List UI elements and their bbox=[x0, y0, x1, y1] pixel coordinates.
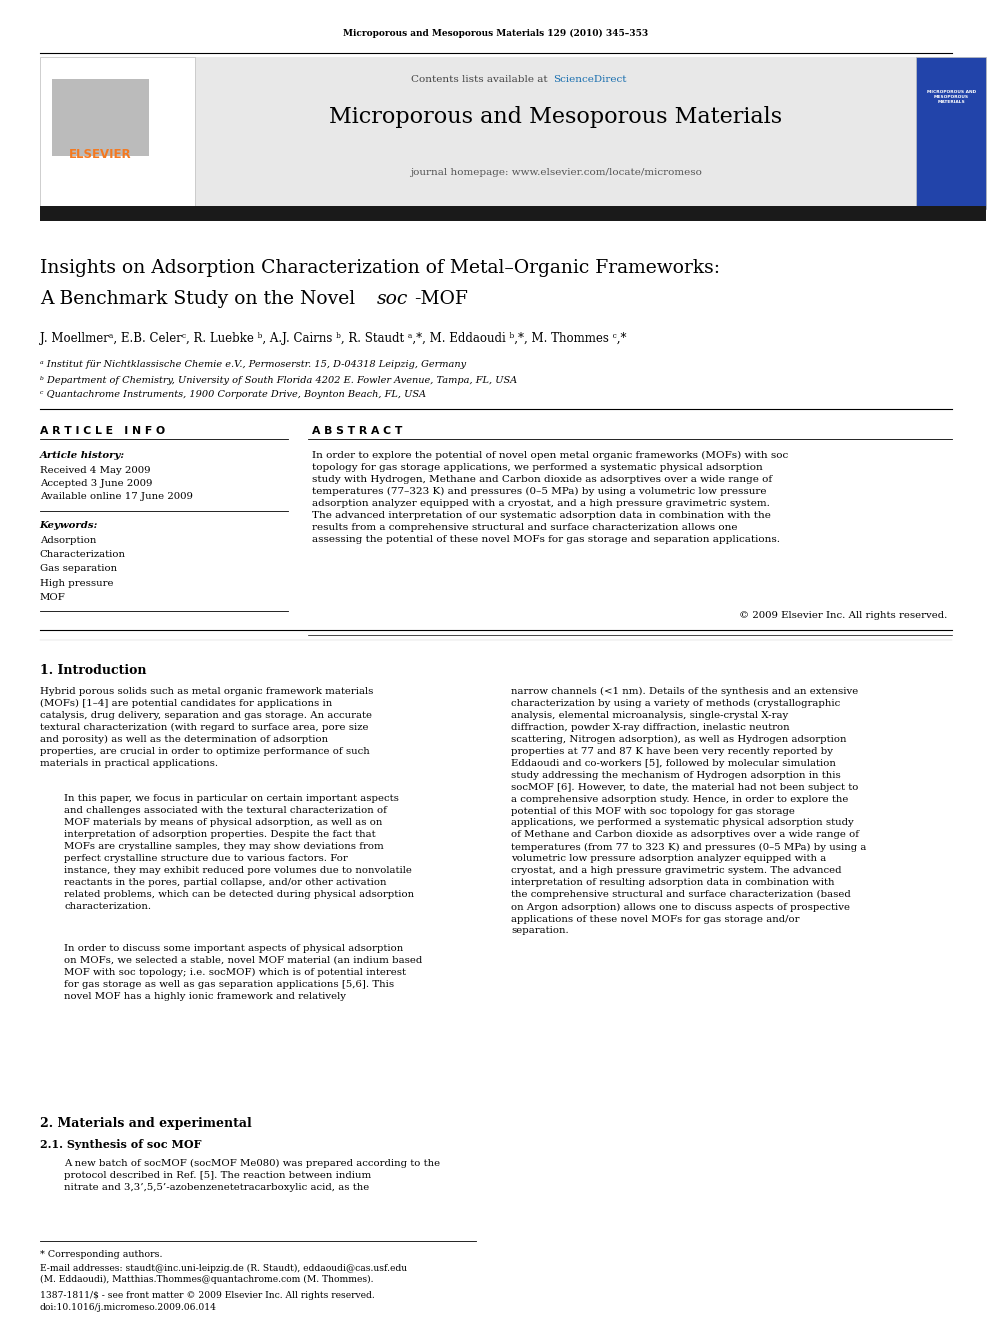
FancyBboxPatch shape bbox=[916, 57, 986, 209]
Text: Insights on Adsorption Characterization of Metal–Organic Frameworks:: Insights on Adsorption Characterization … bbox=[40, 259, 719, 278]
FancyBboxPatch shape bbox=[52, 79, 149, 156]
Text: A B S T R A C T: A B S T R A C T bbox=[312, 426, 403, 437]
Text: MICROPOROUS AND
MESOPOROUS
MATERIALS: MICROPOROUS AND MESOPOROUS MATERIALS bbox=[927, 90, 976, 103]
Text: High pressure: High pressure bbox=[40, 578, 113, 587]
Text: A new batch of socMOF (socMOF Me080) was prepared according to the
protocol desc: A new batch of socMOF (socMOF Me080) was… bbox=[64, 1159, 440, 1192]
Text: 2.1. Synthesis of soc MOF: 2.1. Synthesis of soc MOF bbox=[40, 1139, 201, 1150]
Text: journal homepage: www.elsevier.com/locate/micromeso: journal homepage: www.elsevier.com/locat… bbox=[410, 168, 701, 177]
Text: 1. Introduction: 1. Introduction bbox=[40, 664, 146, 677]
Text: E-mail addresses: staudt@inc.uni-leipzig.de (R. Staudt), eddaoudi@cas.usf.edu: E-mail addresses: staudt@inc.uni-leipzig… bbox=[40, 1263, 407, 1273]
Text: ELSEVIER: ELSEVIER bbox=[68, 148, 132, 161]
FancyBboxPatch shape bbox=[40, 206, 986, 221]
Text: ᵃ Institut für Nichtklassische Chemie e.V., Permoserstr. 15, D-04318 Leipzig, Ge: ᵃ Institut für Nichtklassische Chemie e.… bbox=[40, 360, 466, 369]
Text: Hybrid porous solids such as metal organic framework materials
(MOFs) [1–4] are : Hybrid porous solids such as metal organ… bbox=[40, 687, 373, 767]
Text: A R T I C L E   I N F O: A R T I C L E I N F O bbox=[40, 426, 165, 437]
Text: J. Moellmerᵃ, E.B. Celerᶜ, R. Luebke ᵇ, A.J. Cairns ᵇ, R. Staudt ᵃ,*, M. Eddaoud: J. Moellmerᵃ, E.B. Celerᶜ, R. Luebke ᵇ, … bbox=[40, 332, 626, 345]
Text: 1387-1811/$ - see front matter © 2009 Elsevier Inc. All rights reserved.: 1387-1811/$ - see front matter © 2009 El… bbox=[40, 1291, 374, 1301]
FancyBboxPatch shape bbox=[40, 57, 195, 209]
Text: ᵇ Department of Chemistry, University of South Florida 4202 E. Fowler Avenue, Ta: ᵇ Department of Chemistry, University of… bbox=[40, 376, 517, 385]
Text: MOF: MOF bbox=[40, 593, 65, 602]
Text: Characterization: Characterization bbox=[40, 550, 126, 560]
Text: Article history:: Article history: bbox=[40, 451, 125, 460]
Text: Microporous and Mesoporous Materials: Microporous and Mesoporous Materials bbox=[329, 106, 782, 128]
Text: Gas separation: Gas separation bbox=[40, 565, 117, 573]
Text: soc: soc bbox=[377, 290, 409, 308]
Text: narrow channels (<1 nm). Details of the synthesis and an extensive
characterizat: narrow channels (<1 nm). Details of the … bbox=[511, 687, 866, 935]
Text: In order to explore the potential of novel open metal organic frameworks (MOFs) : In order to explore the potential of nov… bbox=[312, 451, 789, 544]
Text: Received 4 May 2009: Received 4 May 2009 bbox=[40, 466, 150, 475]
FancyBboxPatch shape bbox=[195, 57, 916, 209]
Text: -MOF: -MOF bbox=[414, 290, 467, 308]
Text: ᶜ Quantachrome Instruments, 1900 Corporate Drive, Boynton Beach, FL, USA: ᶜ Quantachrome Instruments, 1900 Corpora… bbox=[40, 390, 426, 400]
Text: Adsorption: Adsorption bbox=[40, 536, 96, 545]
Text: A Benchmark Study on the Novel: A Benchmark Study on the Novel bbox=[40, 290, 361, 308]
Text: Contents lists available at: Contents lists available at bbox=[411, 75, 551, 85]
Text: Accepted 3 June 2009: Accepted 3 June 2009 bbox=[40, 479, 152, 488]
Text: Keywords:: Keywords: bbox=[40, 521, 98, 531]
Text: * Corresponding authors.: * Corresponding authors. bbox=[40, 1250, 162, 1259]
Text: doi:10.1016/j.micromeso.2009.06.014: doi:10.1016/j.micromeso.2009.06.014 bbox=[40, 1303, 216, 1312]
Text: Available online 17 June 2009: Available online 17 June 2009 bbox=[40, 492, 192, 501]
Text: ScienceDirect: ScienceDirect bbox=[554, 75, 627, 85]
Text: © 2009 Elsevier Inc. All rights reserved.: © 2009 Elsevier Inc. All rights reserved… bbox=[739, 611, 947, 620]
Text: Microporous and Mesoporous Materials 129 (2010) 345–353: Microporous and Mesoporous Materials 129… bbox=[343, 29, 649, 38]
Text: In order to discuss some important aspects of physical adsorption
on MOFs, we se: In order to discuss some important aspec… bbox=[64, 945, 423, 1002]
Text: In this paper, we focus in particular on certain important aspects
and challenge: In this paper, we focus in particular on… bbox=[64, 794, 415, 912]
Text: 2. Materials and experimental: 2. Materials and experimental bbox=[40, 1117, 251, 1130]
Text: (M. Eddaoudi), Matthias.Thommes@quantachrome.com (M. Thommes).: (M. Eddaoudi), Matthias.Thommes@quantach… bbox=[40, 1275, 373, 1285]
